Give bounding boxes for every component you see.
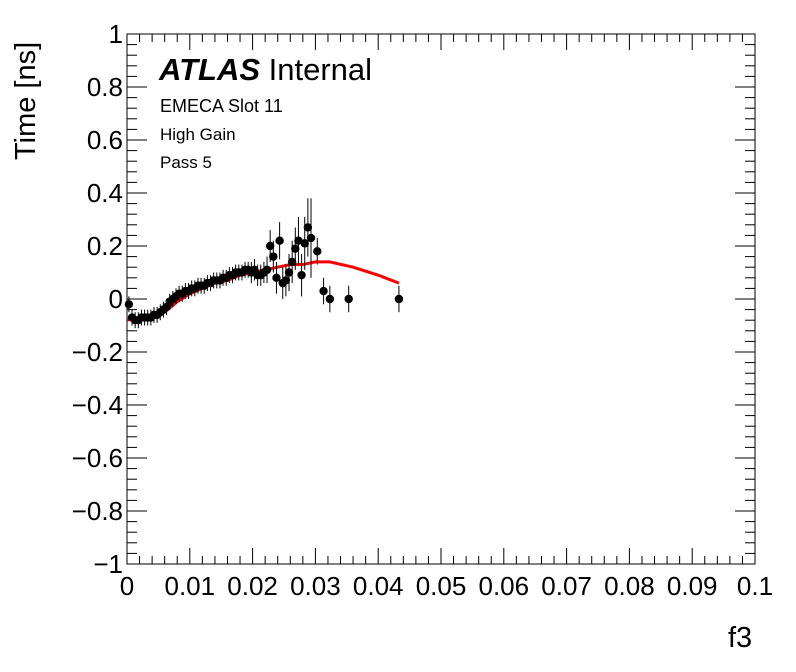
x-tick-label: 0.07 xyxy=(541,571,592,601)
atlas-logo-text: ATLAS xyxy=(159,52,261,87)
y-tick-label: 0.4 xyxy=(87,178,123,208)
data-point xyxy=(291,244,300,253)
data-point xyxy=(265,241,275,251)
x-axis-title: f3 xyxy=(728,622,753,654)
data-point xyxy=(262,265,272,275)
x-tick-label: 0.06 xyxy=(478,571,529,601)
x-tick-label: 0.08 xyxy=(604,571,655,601)
y-tick-label: −0.2 xyxy=(72,337,123,367)
atlas-label: ATLAS Internal xyxy=(159,52,372,88)
x-tick-label: 0.1 xyxy=(737,571,773,601)
data-point xyxy=(344,294,353,304)
data-point xyxy=(281,276,291,285)
x-tick-label: 0.09 xyxy=(667,571,718,601)
annotation-pass: Pass 5 xyxy=(160,153,212,172)
y-tick-label: −1 xyxy=(93,549,123,579)
data-point xyxy=(297,270,306,280)
data-point xyxy=(394,294,404,304)
annotation-emeca: EMECA Slot 11 xyxy=(160,96,283,116)
x-tick-label: 0.04 xyxy=(353,571,404,601)
y-axis-title: Time [ns] xyxy=(10,41,42,160)
x-tick-label: 0.05 xyxy=(416,571,467,601)
x-tick-label: 0.02 xyxy=(227,571,278,601)
data-point xyxy=(325,294,335,304)
y-tick-label: 1 xyxy=(109,19,123,49)
y-tick-label: 0.6 xyxy=(87,125,123,155)
x-tick-label: 0.03 xyxy=(290,571,341,601)
data-point xyxy=(300,239,309,248)
data-point xyxy=(313,247,322,256)
y-tick-label: −0.8 xyxy=(72,496,123,526)
y-tick-label: 0.8 xyxy=(87,72,123,102)
y-tick-label: 0 xyxy=(109,284,123,314)
y-tick-label: −0.4 xyxy=(72,390,123,420)
data-point xyxy=(319,286,328,296)
internal-text: Internal xyxy=(268,52,373,87)
x-tick-label: 0.01 xyxy=(164,571,215,601)
data-point xyxy=(306,233,316,243)
data-point xyxy=(284,268,294,277)
y-tick-label: −0.6 xyxy=(72,443,123,473)
data-point xyxy=(287,257,297,267)
data-point xyxy=(275,236,284,245)
y-tick-label: 0.2 xyxy=(87,231,123,261)
data-point xyxy=(303,223,313,232)
x-tick-label: 0 xyxy=(120,571,134,601)
data-point xyxy=(294,236,303,245)
data-point xyxy=(269,252,278,261)
annotation-gain: High Gain xyxy=(160,125,236,144)
data-point xyxy=(124,300,134,309)
data-point xyxy=(272,273,281,282)
